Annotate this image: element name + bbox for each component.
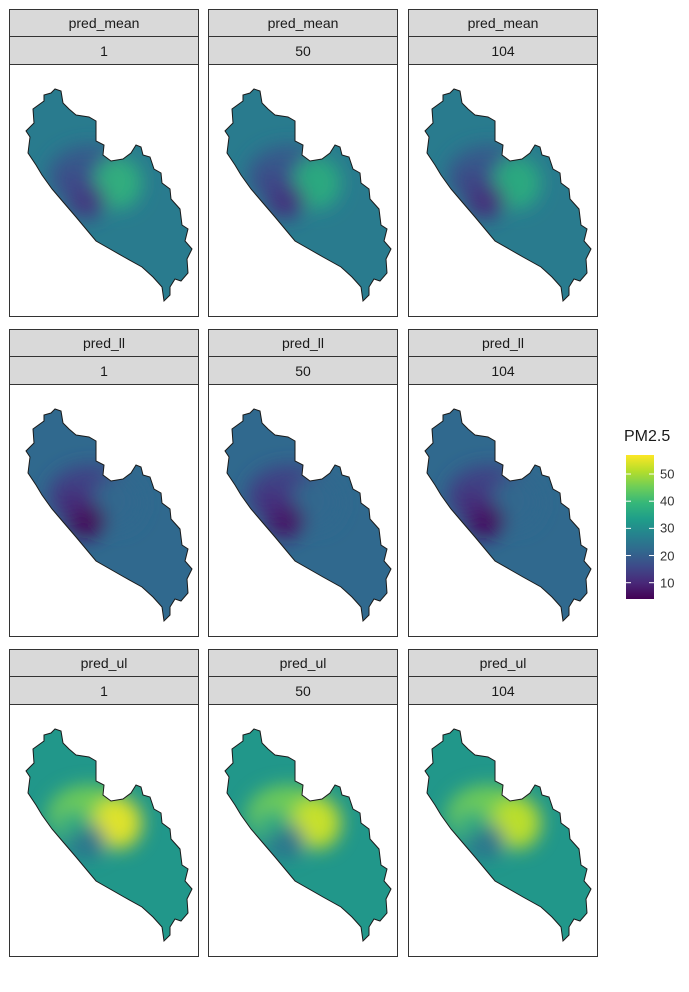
- map-area: [9, 65, 199, 317]
- legend-tick-label: 10: [660, 575, 675, 591]
- legend: PM2.5 10 20 30 40 50: [624, 428, 684, 599]
- facet-panel: pred_ll 50: [208, 329, 398, 637]
- region-outline: [224, 408, 392, 623]
- map-area: [9, 385, 199, 637]
- facet-strip-variable: pred_ul: [9, 649, 199, 677]
- legend-colorbar-svg: [626, 455, 654, 599]
- region-map: [424, 88, 592, 303]
- high-concentration-zone: [493, 797, 541, 849]
- facet-strip-variable: pred_ll: [9, 329, 199, 357]
- high-concentration-zone: [493, 157, 541, 209]
- facet-strip-time: 1: [9, 37, 199, 65]
- facet-panel: pred_ul 1: [9, 649, 199, 957]
- facet-panel: pred_mean 50: [208, 9, 398, 317]
- region-outline: [25, 728, 193, 943]
- interpolated-field: [48, 465, 142, 539]
- map-area: [208, 385, 398, 637]
- facet-strip-variable: pred_mean: [208, 9, 398, 37]
- map-area: [408, 385, 598, 637]
- map-area: [208, 65, 398, 317]
- region-map: [424, 408, 592, 623]
- facet-strip-time: 104: [408, 37, 598, 65]
- high-concentration-zone: [493, 477, 541, 529]
- transition-zone: [56, 809, 88, 837]
- region-outline: [224, 88, 392, 303]
- facet-strip-variable: pred_ll: [408, 329, 598, 357]
- region-outline: [424, 728, 592, 943]
- region-outline: [25, 88, 193, 303]
- facet-strip-time: 1: [9, 677, 199, 705]
- facet-strip-time: 50: [208, 37, 398, 65]
- facet-strip-time: 50: [208, 357, 398, 385]
- facet-panel: pred_mean 1: [9, 9, 199, 317]
- high-concentration-zone: [293, 797, 341, 849]
- region-map: [25, 728, 193, 943]
- high-concentration-zone: [293, 157, 341, 209]
- legend-tickmarks: [626, 473, 654, 584]
- legend-gradient: [626, 455, 654, 599]
- region-map: [224, 88, 392, 303]
- region-outline: [424, 408, 592, 623]
- facet-strip-time: 1: [9, 357, 199, 385]
- facet-panel: pred_ll 1: [9, 329, 199, 637]
- region-map: [424, 728, 592, 943]
- map-area: [208, 705, 398, 957]
- legend-tick-label: 20: [660, 548, 675, 564]
- region-outline: [224, 728, 392, 943]
- map-area: [408, 705, 598, 957]
- legend-colorbar: [626, 455, 654, 599]
- transition-zone: [455, 169, 487, 197]
- facet-panel: pred_ul 50: [208, 649, 398, 957]
- transition-zone: [255, 489, 287, 517]
- transition-zone: [56, 489, 88, 517]
- interpolated-field: [48, 785, 142, 859]
- high-concentration-zone: [94, 797, 142, 849]
- legend-tick-label: 30: [660, 520, 675, 536]
- legend-tick-labels: 10 20 30 40 50: [660, 455, 689, 599]
- region-map: [224, 408, 392, 623]
- high-concentration-zone: [94, 157, 142, 209]
- facet-panel: pred_mean 104: [408, 9, 598, 317]
- facet-strip-variable: pred_mean: [9, 9, 199, 37]
- facet-strip-time: 104: [408, 357, 598, 385]
- facet-strip-variable: pred_ll: [208, 329, 398, 357]
- facet-panel: pred_ll 104: [408, 329, 598, 637]
- region-map: [25, 88, 193, 303]
- region-map: [25, 408, 193, 623]
- legend-title: PM2.5: [624, 428, 671, 445]
- facet-panel: pred_ul 104: [408, 649, 598, 957]
- facet-strip-variable: pred_ul: [208, 649, 398, 677]
- high-concentration-zone: [293, 477, 341, 529]
- map-area: [9, 705, 199, 957]
- map-area: [408, 65, 598, 317]
- legend-tick-label: 50: [660, 466, 675, 482]
- facet-strip-variable: pred_mean: [408, 9, 598, 37]
- transition-zone: [455, 489, 487, 517]
- high-concentration-zone: [94, 477, 142, 529]
- legend-tick-label: 40: [660, 493, 675, 509]
- facet-strip-time: 104: [408, 677, 598, 705]
- facet-strip-variable: pred_ul: [408, 649, 598, 677]
- region-outline: [25, 408, 193, 623]
- transition-zone: [255, 169, 287, 197]
- transition-zone: [455, 809, 487, 837]
- transition-zone: [56, 169, 88, 197]
- transition-zone: [255, 809, 287, 837]
- region-outline: [424, 88, 592, 303]
- region-map: [224, 728, 392, 943]
- facet-strip-time: 50: [208, 677, 398, 705]
